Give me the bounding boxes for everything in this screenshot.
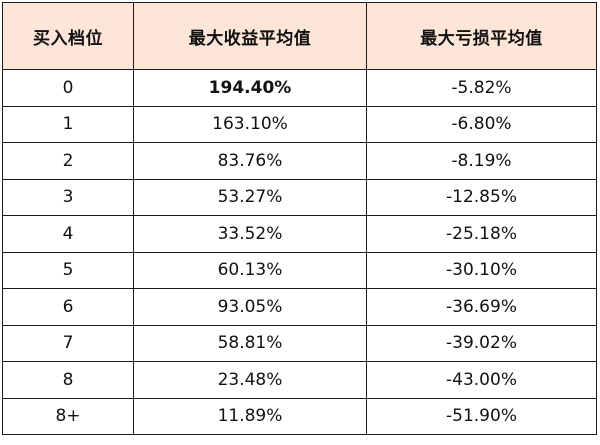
table-row: 1 163.10% -6.80% bbox=[2, 105, 597, 143]
cell-level: 8+ bbox=[2, 397, 134, 435]
table-row: 7 58.81% -39.02% bbox=[2, 324, 597, 362]
cell-max-loss: -43.00% bbox=[366, 361, 597, 399]
cell-max-loss: -5.82% bbox=[366, 69, 597, 107]
buy-level-stats-table: 买入档位 最大收益平均值 最大亏损平均值 0 194.40% -5.82% 1 … bbox=[2, 2, 597, 435]
cell-level: 0 bbox=[2, 69, 134, 107]
cell-max-loss: -25.18% bbox=[366, 215, 597, 253]
table-row: 8 23.48% -43.00% bbox=[2, 361, 597, 399]
header-max-gain-avg: 最大收益平均值 bbox=[133, 2, 367, 70]
cell-max-gain: 53.27% bbox=[133, 178, 367, 216]
cell-max-gain: 11.89% bbox=[133, 397, 367, 435]
cell-max-gain: 58.81% bbox=[133, 324, 367, 362]
cell-max-gain: 83.76% bbox=[133, 142, 367, 180]
cell-level: 4 bbox=[2, 215, 134, 253]
cell-max-gain: 60.13% bbox=[133, 251, 367, 289]
cell-level: 2 bbox=[2, 142, 134, 180]
cell-level: 8 bbox=[2, 361, 134, 399]
header-buy-level: 买入档位 bbox=[2, 2, 134, 70]
table-row: 3 53.27% -12.85% bbox=[2, 178, 597, 216]
header-max-loss-avg: 最大亏损平均值 bbox=[366, 2, 597, 70]
cell-max-gain: 33.52% bbox=[133, 215, 367, 253]
table-header-row: 买入档位 最大收益平均值 最大亏损平均值 bbox=[2, 2, 597, 70]
cell-max-loss: -6.80% bbox=[366, 105, 597, 143]
table-row: 4 33.52% -25.18% bbox=[2, 215, 597, 253]
cell-max-gain: 163.10% bbox=[133, 105, 367, 143]
cell-max-loss: -39.02% bbox=[366, 324, 597, 362]
table-row: 2 83.76% -8.19% bbox=[2, 142, 597, 180]
cell-max-gain: 93.05% bbox=[133, 288, 367, 326]
cell-level: 6 bbox=[2, 288, 134, 326]
cell-max-loss: -30.10% bbox=[366, 251, 597, 289]
cell-max-loss: -12.85% bbox=[366, 178, 597, 216]
cell-max-loss: -36.69% bbox=[366, 288, 597, 326]
cell-level: 1 bbox=[2, 105, 134, 143]
cell-level: 5 bbox=[2, 251, 134, 289]
cell-level: 7 bbox=[2, 324, 134, 362]
cell-max-gain: 194.40% bbox=[133, 69, 367, 107]
cell-max-loss: -51.90% bbox=[366, 397, 597, 435]
table-row: 8+ 11.89% -51.90% bbox=[2, 397, 597, 435]
cell-max-loss: -8.19% bbox=[366, 142, 597, 180]
cell-level: 3 bbox=[2, 178, 134, 216]
cell-max-gain: 23.48% bbox=[133, 361, 367, 399]
table-row: 6 93.05% -36.69% bbox=[2, 288, 597, 326]
data-table-container: 买入档位 最大收益平均值 最大亏损平均值 0 194.40% -5.82% 1 … bbox=[2, 2, 597, 435]
table-row: 0 194.40% -5.82% bbox=[2, 69, 597, 107]
table-row: 5 60.13% -30.10% bbox=[2, 251, 597, 289]
